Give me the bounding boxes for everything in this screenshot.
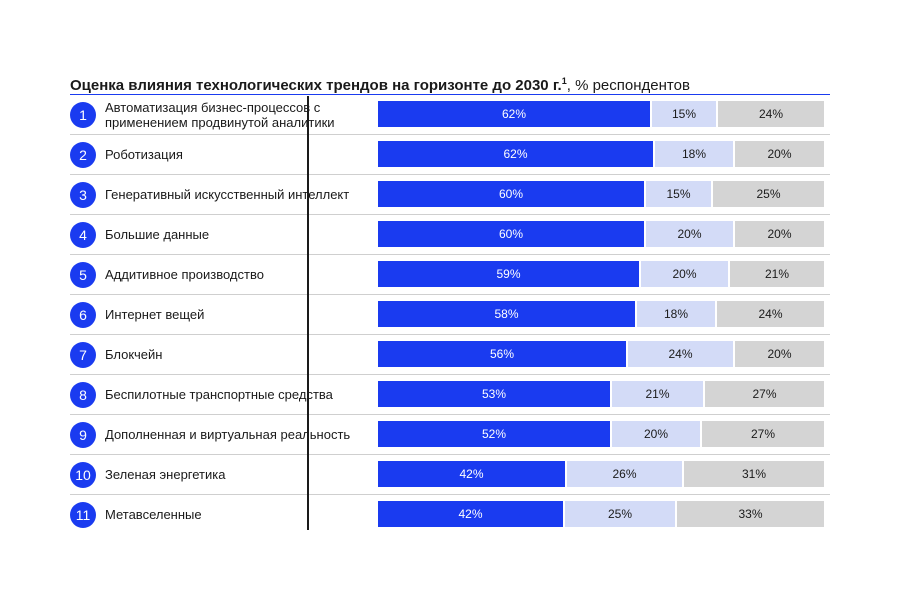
- category-label: Автоматизация бизнес-процессов с примене…: [105, 99, 335, 130]
- chart-row: 6 Интернет вещей 58% 18% 24%: [70, 295, 830, 335]
- bar-segment-2: 20%: [646, 221, 733, 247]
- bar-segment-1: 42%: [378, 461, 565, 487]
- chart-title-footnote: 1: [561, 76, 567, 86]
- row-number-badge: 5: [70, 262, 96, 288]
- category-label: Генеративный искусственный интеллект: [105, 187, 350, 202]
- bar-segment-2: 20%: [641, 261, 728, 287]
- bar-segment-3: 21%: [730, 261, 824, 287]
- chart-rows: 1 Автоматизация бизнес-процессов с примен…: [70, 95, 830, 534]
- row-number-badge: 7: [70, 342, 96, 368]
- bar-track: 62% 18% 20%: [378, 141, 824, 167]
- bar-track: 42% 25% 33%: [378, 501, 824, 527]
- chart-row: 10 Зеленая энергетика 42% 26% 31%: [70, 455, 830, 495]
- bar-segment-2: 21%: [612, 381, 703, 407]
- bar-segment-1: 60%: [378, 221, 644, 247]
- category-label: Блокчейн: [105, 347, 163, 362]
- bar-segment-2: 24%: [628, 341, 733, 367]
- bar-segment-1: 53%: [378, 381, 610, 407]
- chart-row: 9 Дополненная и виртуальная реальность 52%…: [70, 415, 830, 455]
- row-number-badge: 6: [70, 302, 96, 328]
- chart-title-main: Оценка влияния технологических трендов н…: [70, 77, 562, 94]
- row-number-badge: 1: [70, 102, 96, 128]
- category-label: Роботизация: [105, 147, 183, 162]
- row-number-badge: 11: [70, 502, 96, 528]
- bar-segment-3: 33%: [677, 501, 824, 527]
- bar-segment-1: 58%: [378, 301, 635, 327]
- chart-row: 7 Блокчейн 56% 24% 20%: [70, 335, 830, 375]
- row-number-badge: 10: [70, 462, 96, 488]
- category-label: Зеленая энергетика: [105, 467, 226, 482]
- bar-segment-2: 18%: [637, 301, 715, 327]
- chart-row: 5 Аддитивное производство 59% 20% 21%: [70, 255, 830, 295]
- bar-track: 62% 15% 24%: [378, 101, 824, 127]
- bar-track: 56% 24% 20%: [378, 341, 824, 367]
- row-number-badge: 3: [70, 182, 96, 208]
- bar-segment-3: 27%: [702, 421, 824, 447]
- chart-row: 11 Метавселенные 42% 25% 33%: [70, 495, 830, 534]
- bar-segment-1: 42%: [378, 501, 563, 527]
- bar-segment-1: 59%: [378, 261, 639, 287]
- category-label: Метавселенные: [105, 507, 202, 522]
- stacked-bar-chart: Оценка влияния технологических трендов н…: [70, 68, 830, 534]
- bar-segment-2: 15%: [646, 181, 711, 207]
- chart-row: 2 Роботизация 62% 18% 20%: [70, 135, 830, 175]
- bar-segment-3: 27%: [705, 381, 824, 407]
- chart-row: 4 Большие данные 60% 20% 20%: [70, 215, 830, 255]
- row-number-badge: 9: [70, 422, 96, 448]
- row-number-badge: 2: [70, 142, 96, 168]
- bar-track: 60% 20% 20%: [378, 221, 824, 247]
- category-label: Дополненная и виртуальная реальность: [105, 427, 351, 442]
- bar-segment-1: 52%: [378, 421, 610, 447]
- bar-segment-3: 20%: [735, 221, 824, 247]
- bar-segment-3: 20%: [735, 341, 824, 367]
- chart-row: 8 Беспилотные транспортные средства 53% 21%…: [70, 375, 830, 415]
- bar-segment-1: 62%: [378, 141, 653, 167]
- bar-track: 52% 20% 27%: [378, 421, 824, 447]
- bar-segment-3: 31%: [684, 461, 824, 487]
- chart-title: Оценка влияния технологических трендов н…: [70, 68, 830, 95]
- bar-segment-3: 24%: [717, 301, 824, 327]
- category-label: Большие данные: [105, 227, 210, 242]
- bar-track: 59% 20% 21%: [378, 261, 824, 287]
- axis-line: [307, 96, 309, 530]
- bar-segment-2: 26%: [567, 461, 682, 487]
- chart-title-unit: , % респондентов: [566, 77, 690, 94]
- bar-segment-1: 60%: [378, 181, 644, 207]
- bar-segment-2: 20%: [612, 421, 700, 447]
- chart-row: 1 Автоматизация бизнес-процессов с примен…: [70, 95, 830, 135]
- bar-segment-3: 25%: [713, 181, 824, 207]
- bar-track: 42% 26% 31%: [378, 461, 824, 487]
- bar-segment-1: 62%: [378, 101, 650, 127]
- bar-segment-2: 15%: [652, 101, 716, 127]
- bar-segment-3: 24%: [718, 101, 824, 127]
- chart-row: 3 Генеративный искусственный интеллект 60%…: [70, 175, 830, 215]
- bar-track: 58% 18% 24%: [378, 301, 824, 327]
- bar-segment-1: 56%: [378, 341, 626, 367]
- bar-segment-2: 18%: [655, 141, 733, 167]
- category-label: Аддитивное производство: [105, 267, 264, 282]
- category-label: Интернет вещей: [105, 307, 205, 322]
- bar-segment-2: 25%: [565, 501, 675, 527]
- row-number-badge: 8: [70, 382, 96, 408]
- row-number-badge: 4: [70, 222, 96, 248]
- bar-segment-3: 20%: [735, 141, 824, 167]
- bar-track: 53% 21% 27%: [378, 381, 824, 407]
- category-label: Беспилотные транспортные средства: [105, 387, 333, 402]
- bar-track: 60% 15% 25%: [378, 181, 824, 207]
